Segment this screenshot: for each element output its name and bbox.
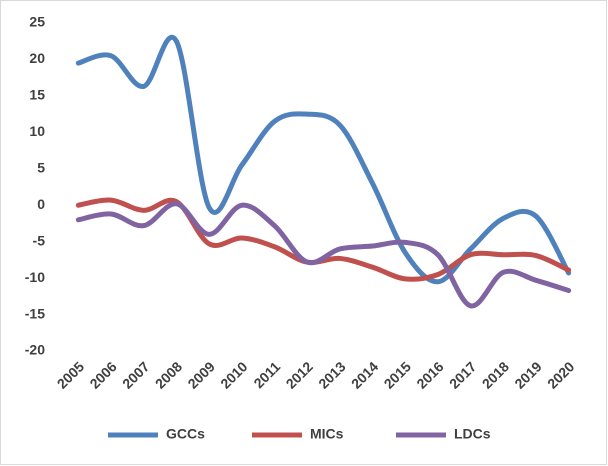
y-tick-label: 10 bbox=[29, 123, 45, 139]
y-tick-label: 0 bbox=[37, 196, 45, 212]
y-tick-label: 20 bbox=[29, 50, 45, 66]
series-line bbox=[75, 35, 572, 285]
y-tick-label: 15 bbox=[29, 87, 45, 103]
series-line bbox=[75, 201, 572, 309]
y-tick-label: -20 bbox=[25, 342, 45, 358]
legend-label: GCCs bbox=[166, 426, 205, 442]
y-tick-label: 5 bbox=[37, 159, 45, 175]
y-tick-label: -10 bbox=[25, 269, 45, 285]
legend-label: MICs bbox=[310, 426, 344, 442]
y-tick-label: -15 bbox=[25, 305, 45, 321]
y-tick-label: -5 bbox=[33, 232, 46, 248]
legend-label: LDCs bbox=[454, 426, 491, 442]
y-tick-label: 25 bbox=[29, 14, 45, 30]
